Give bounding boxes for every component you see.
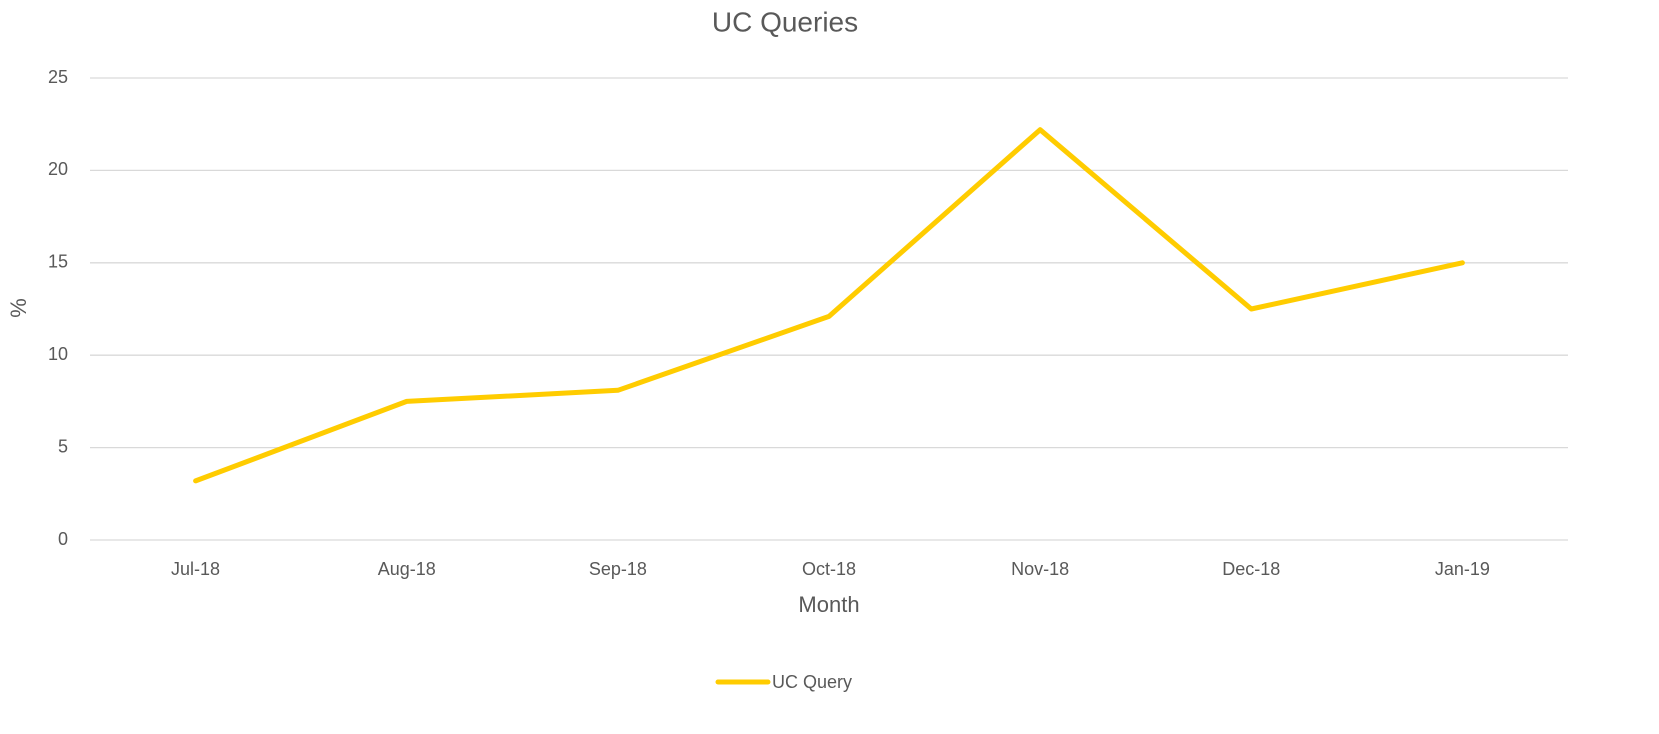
y-axis-label: % [6, 298, 31, 318]
legend-label: UC Query [772, 672, 852, 692]
x-tick-label: Aug-18 [378, 559, 436, 579]
y-tick-label: 25 [48, 67, 68, 87]
x-tick-label: Jul-18 [171, 559, 220, 579]
data-line [193, 127, 1465, 484]
x-tick-label: Nov-18 [1011, 559, 1069, 579]
x-tick-label: Sep-18 [589, 559, 647, 579]
x-axis-label: Month [798, 592, 859, 617]
y-tick-label: 5 [58, 436, 68, 456]
y-tick-label: 15 [48, 252, 68, 272]
y-tick-label: 20 [48, 159, 68, 179]
x-tick-label: Oct-18 [802, 559, 856, 579]
x-tick-label: Dec-18 [1222, 559, 1280, 579]
y-tick-label: 0 [58, 529, 68, 549]
chart-title: UC Queries [712, 6, 858, 37]
x-tick-label: Jan-19 [1435, 559, 1490, 579]
y-tick-label: 10 [48, 344, 68, 364]
